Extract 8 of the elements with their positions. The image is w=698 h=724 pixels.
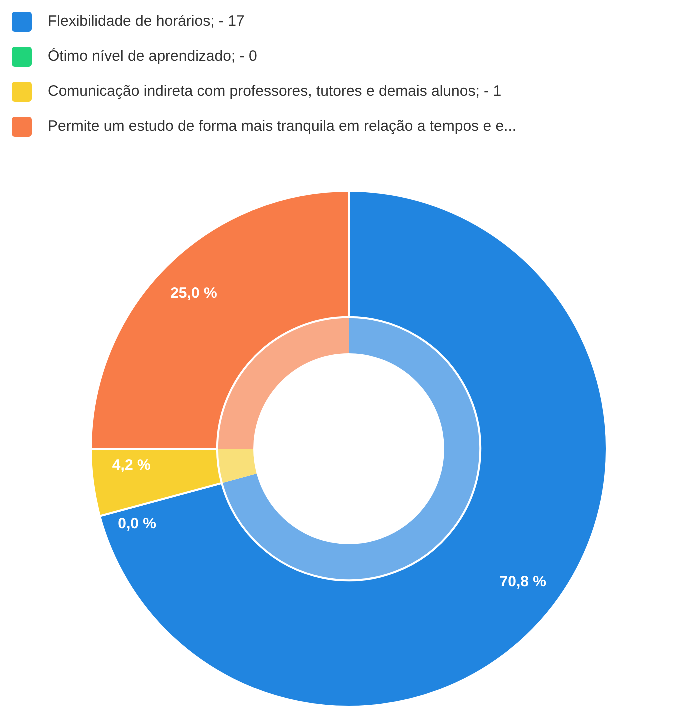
legend-label: Ótimo nível de aprendizado; - 0 [48,48,258,65]
text: 4,2 % [112,456,151,474]
text: 25,0 % [170,285,218,302]
legend-label: Flexibilidade de horários; - 17 [48,13,245,30]
text: 0,0 % [118,515,156,532]
legend-label: Comunicação indireta com professores, tutores e demais alunos; - 1 [48,83,502,100]
legend-label: Permite um estudo de forma mais tranquila em relação a tempos e e... [48,118,517,135]
text: 70,8 % [500,573,546,590]
